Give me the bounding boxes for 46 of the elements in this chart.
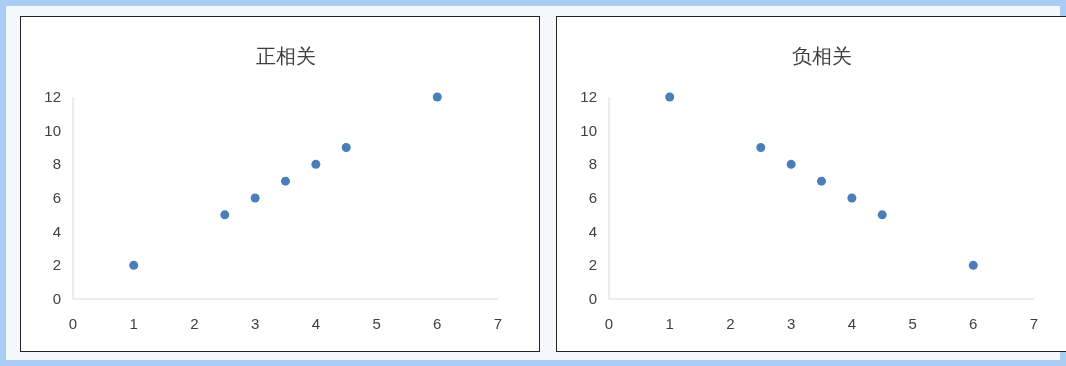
y-tick-label: 10 — [580, 121, 597, 139]
y-tick-label: 6 — [588, 189, 597, 206]
y-tick-label: 12 — [580, 88, 597, 105]
x-tick-label: 4 — [847, 315, 857, 332]
point — [968, 260, 978, 270]
point — [847, 193, 857, 203]
point — [756, 143, 766, 152]
point — [665, 92, 675, 102]
point — [281, 176, 290, 186]
x-tick-label: 3 — [250, 315, 260, 332]
y-tick-label: 0 — [52, 290, 61, 307]
y-tick-label: 2 — [588, 256, 597, 274]
point — [311, 159, 321, 169]
x-tick-label: 7 — [1029, 315, 1039, 332]
x-tick-label: 1 — [129, 315, 138, 332]
y-tick-label: 4 — [588, 222, 597, 240]
point — [877, 210, 887, 220]
point — [250, 193, 260, 203]
y-tick-label: 2 — [52, 256, 61, 274]
point — [817, 176, 826, 186]
y-tick-label: 10 — [44, 121, 61, 139]
x-tick-label: 2 — [190, 315, 199, 332]
point — [129, 260, 139, 270]
x-tick-label: 0 — [604, 315, 614, 332]
point — [786, 159, 796, 169]
x-tick-label: 6 — [433, 315, 442, 332]
y-tick-label: 0 — [588, 290, 597, 307]
y-tick-label: 8 — [52, 155, 61, 173]
chart-title: 正相关 — [255, 45, 316, 67]
x-tick-label: 1 — [665, 315, 674, 332]
point — [432, 92, 442, 102]
x-tick-label: 6 — [969, 315, 978, 332]
point — [341, 143, 351, 152]
point — [220, 210, 230, 220]
x-tick-label: 2 — [726, 315, 735, 332]
x-tick-label: 3 — [786, 315, 796, 332]
x-tick-label: 5 — [372, 315, 381, 332]
chart-title: 负相关 — [791, 45, 852, 67]
y-tick-label: 4 — [52, 222, 61, 240]
y-tick-label: 8 — [588, 155, 597, 173]
x-tick-label: 4 — [311, 315, 321, 332]
x-tick-label: 7 — [493, 315, 503, 332]
y-tick-label: 6 — [52, 189, 61, 206]
y-tick-label: 12 — [44, 88, 61, 105]
x-tick-label: 5 — [908, 315, 917, 332]
x-tick-label: 0 — [68, 315, 78, 332]
